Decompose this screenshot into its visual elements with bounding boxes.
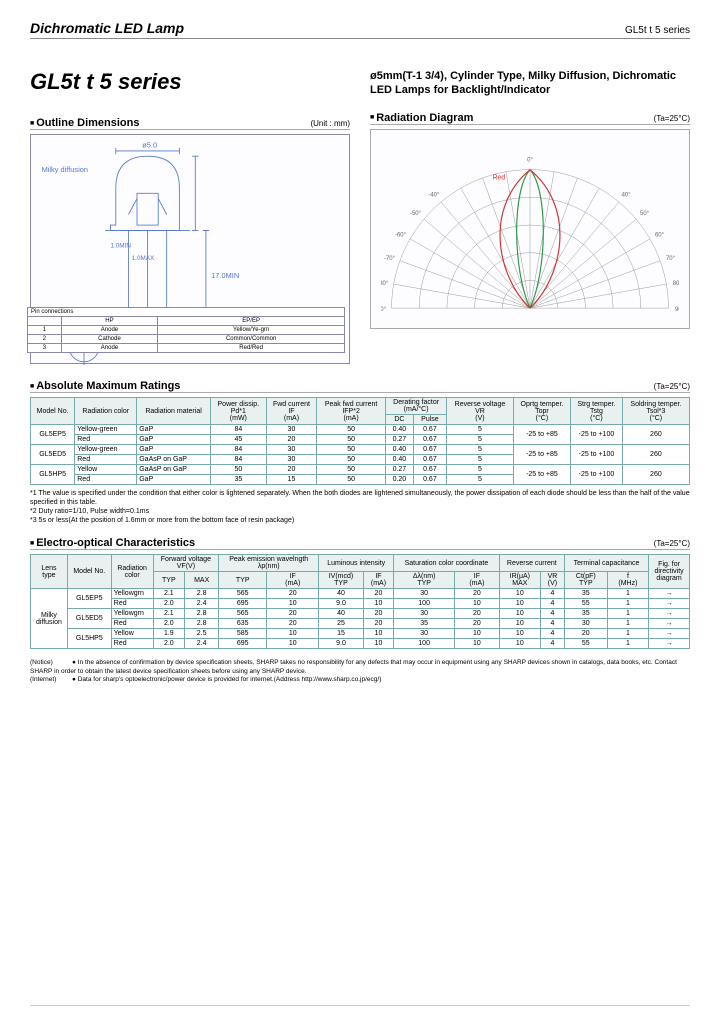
svg-text:1.0MAX: 1.0MAX [132, 255, 155, 262]
table-row: MilkydiffusionGL5EP5Yellowgrn2.12.856520… [31, 589, 690, 599]
abs-table: Model No.Radiation colorRadiation materi… [30, 397, 690, 485]
pin-table: Pin connections HPEP/EP 1AnodeYellow/Ye-… [27, 307, 345, 353]
svg-text:60°: 60° [655, 232, 665, 238]
footer: (Notice)● In the absence of confirmation… [30, 659, 690, 684]
table-row: GL5HP5Yellow1.92.55851015103010104201→ [31, 629, 690, 639]
svg-text:90°: 90° [675, 307, 679, 313]
product-title: Dichromatic LED Lamp [30, 20, 184, 36]
series-label: GL5t t 5 series [625, 25, 690, 36]
outline-section-label: Outline Dimensions [30, 117, 139, 129]
svg-text:-50°: -50° [410, 211, 422, 217]
eo-table: LenstypeModel No.RadiationcolorForward v… [30, 554, 690, 649]
svg-text:80°: 80° [673, 281, 679, 287]
svg-text:-60°: -60° [395, 232, 407, 238]
table-row: Red2.02.4695109.01010010104551→ [31, 639, 690, 649]
table-row: Red2.02.4695109.01010010104551→ [31, 599, 690, 609]
svg-text:50°: 50° [640, 211, 650, 217]
abs-notes: *1 The value is specified under the cond… [30, 489, 690, 525]
radiation-unit: (Ta=25°C) [654, 114, 690, 123]
svg-text:0°: 0° [527, 157, 533, 163]
header-bar: Dichromatic LED Lamp GL5t t 5 series [30, 20, 690, 39]
table-row: GL5ED5Yellowgrn2.12.85652040203020104351… [31, 609, 690, 619]
outline-drawing: ø5.0 17.0MIN Milky diffusion 1.0MIN 1.0M… [30, 134, 350, 364]
svg-text:17.0MIN: 17.0MIN [211, 271, 239, 280]
svg-text:-40°: -40° [428, 192, 440, 198]
table-row: Red2.02.86352025203520104301→ [31, 619, 690, 629]
svg-text:40°: 40° [622, 192, 632, 198]
outline-unit: (Unit : mm) [310, 119, 350, 128]
eo-section-label: Electro-optical Characteristics [30, 537, 195, 549]
table-row: GL5EP5Yellow-greenGaP8430500.400.675-25 … [31, 425, 690, 435]
page-title: GL5t t 5 series [30, 69, 350, 95]
radiation-section-label: Radiation Diagram [370, 112, 473, 124]
radiation-diagram: -90° -80° -70° -60° -50° -40° 0° 40° 50° 60° 70° 80… [370, 129, 690, 329]
svg-text:1.0MIN: 1.0MIN [110, 242, 131, 249]
abs-unit: (Ta=25°C) [654, 382, 690, 391]
description: ø5mm(T-1 3/4), Cylinder Type, Milky Diff… [370, 69, 690, 98]
svg-text:70°: 70° [666, 256, 676, 262]
eo-unit: (Ta=25°C) [654, 539, 690, 548]
table-row: GL5HP5YellowGaAsP on GaP5020500.270.675-… [31, 465, 690, 475]
svg-text:-90°: -90° [381, 307, 387, 313]
table-row: GL5ED5Yellow-greenGaP8430500.400.675-25 … [31, 445, 690, 455]
abs-section-label: Absolute Maximum Ratings [30, 380, 180, 392]
svg-text:ø5.0: ø5.0 [142, 141, 157, 150]
svg-text:-70°: -70° [384, 256, 396, 262]
milky-label: Milky diffusion [42, 165, 88, 174]
svg-text:-80°: -80° [381, 281, 389, 287]
svg-text:Red: Red [492, 174, 505, 181]
